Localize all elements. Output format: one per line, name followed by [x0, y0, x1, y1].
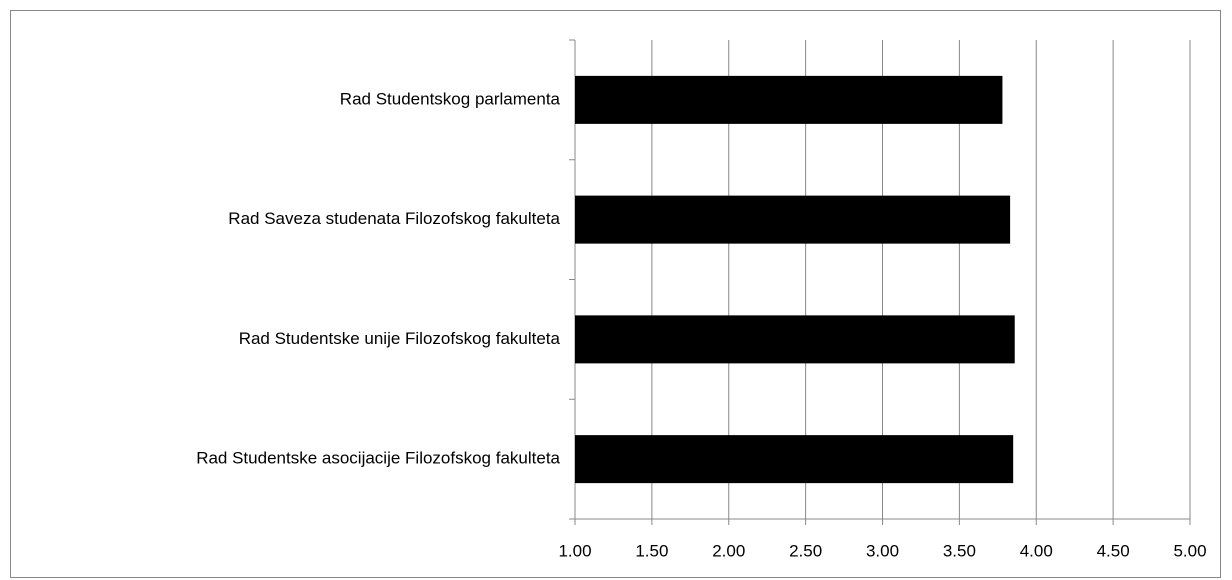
bar — [575, 75, 1003, 124]
x-tick-label: 3.00 — [866, 541, 899, 560]
y-tick-label: Rad Saveza studenata Filozofskog fakulte… — [228, 209, 560, 228]
x-tick-label: 2.50 — [789, 541, 822, 560]
x-tick-label: 3.50 — [943, 541, 976, 560]
x-tick-label: 1.00 — [558, 541, 591, 560]
y-tick-label: Rad Studentske unije Filozofskog fakulte… — [239, 329, 561, 348]
bar — [575, 435, 1014, 484]
x-tick-label: 4.00 — [1020, 541, 1053, 560]
x-tick-label: 4.50 — [1097, 541, 1130, 560]
x-tick-label: 5.00 — [1173, 541, 1206, 560]
y-tick-label: Rad Studentskog parlamenta — [340, 89, 561, 108]
x-tick-label: 1.50 — [635, 541, 668, 560]
bar — [575, 195, 1011, 244]
bar — [575, 315, 1015, 364]
y-tick-label: Rad Studentske asocijacije Filozofskog f… — [196, 449, 560, 468]
x-tick-label: 2.00 — [712, 541, 745, 560]
